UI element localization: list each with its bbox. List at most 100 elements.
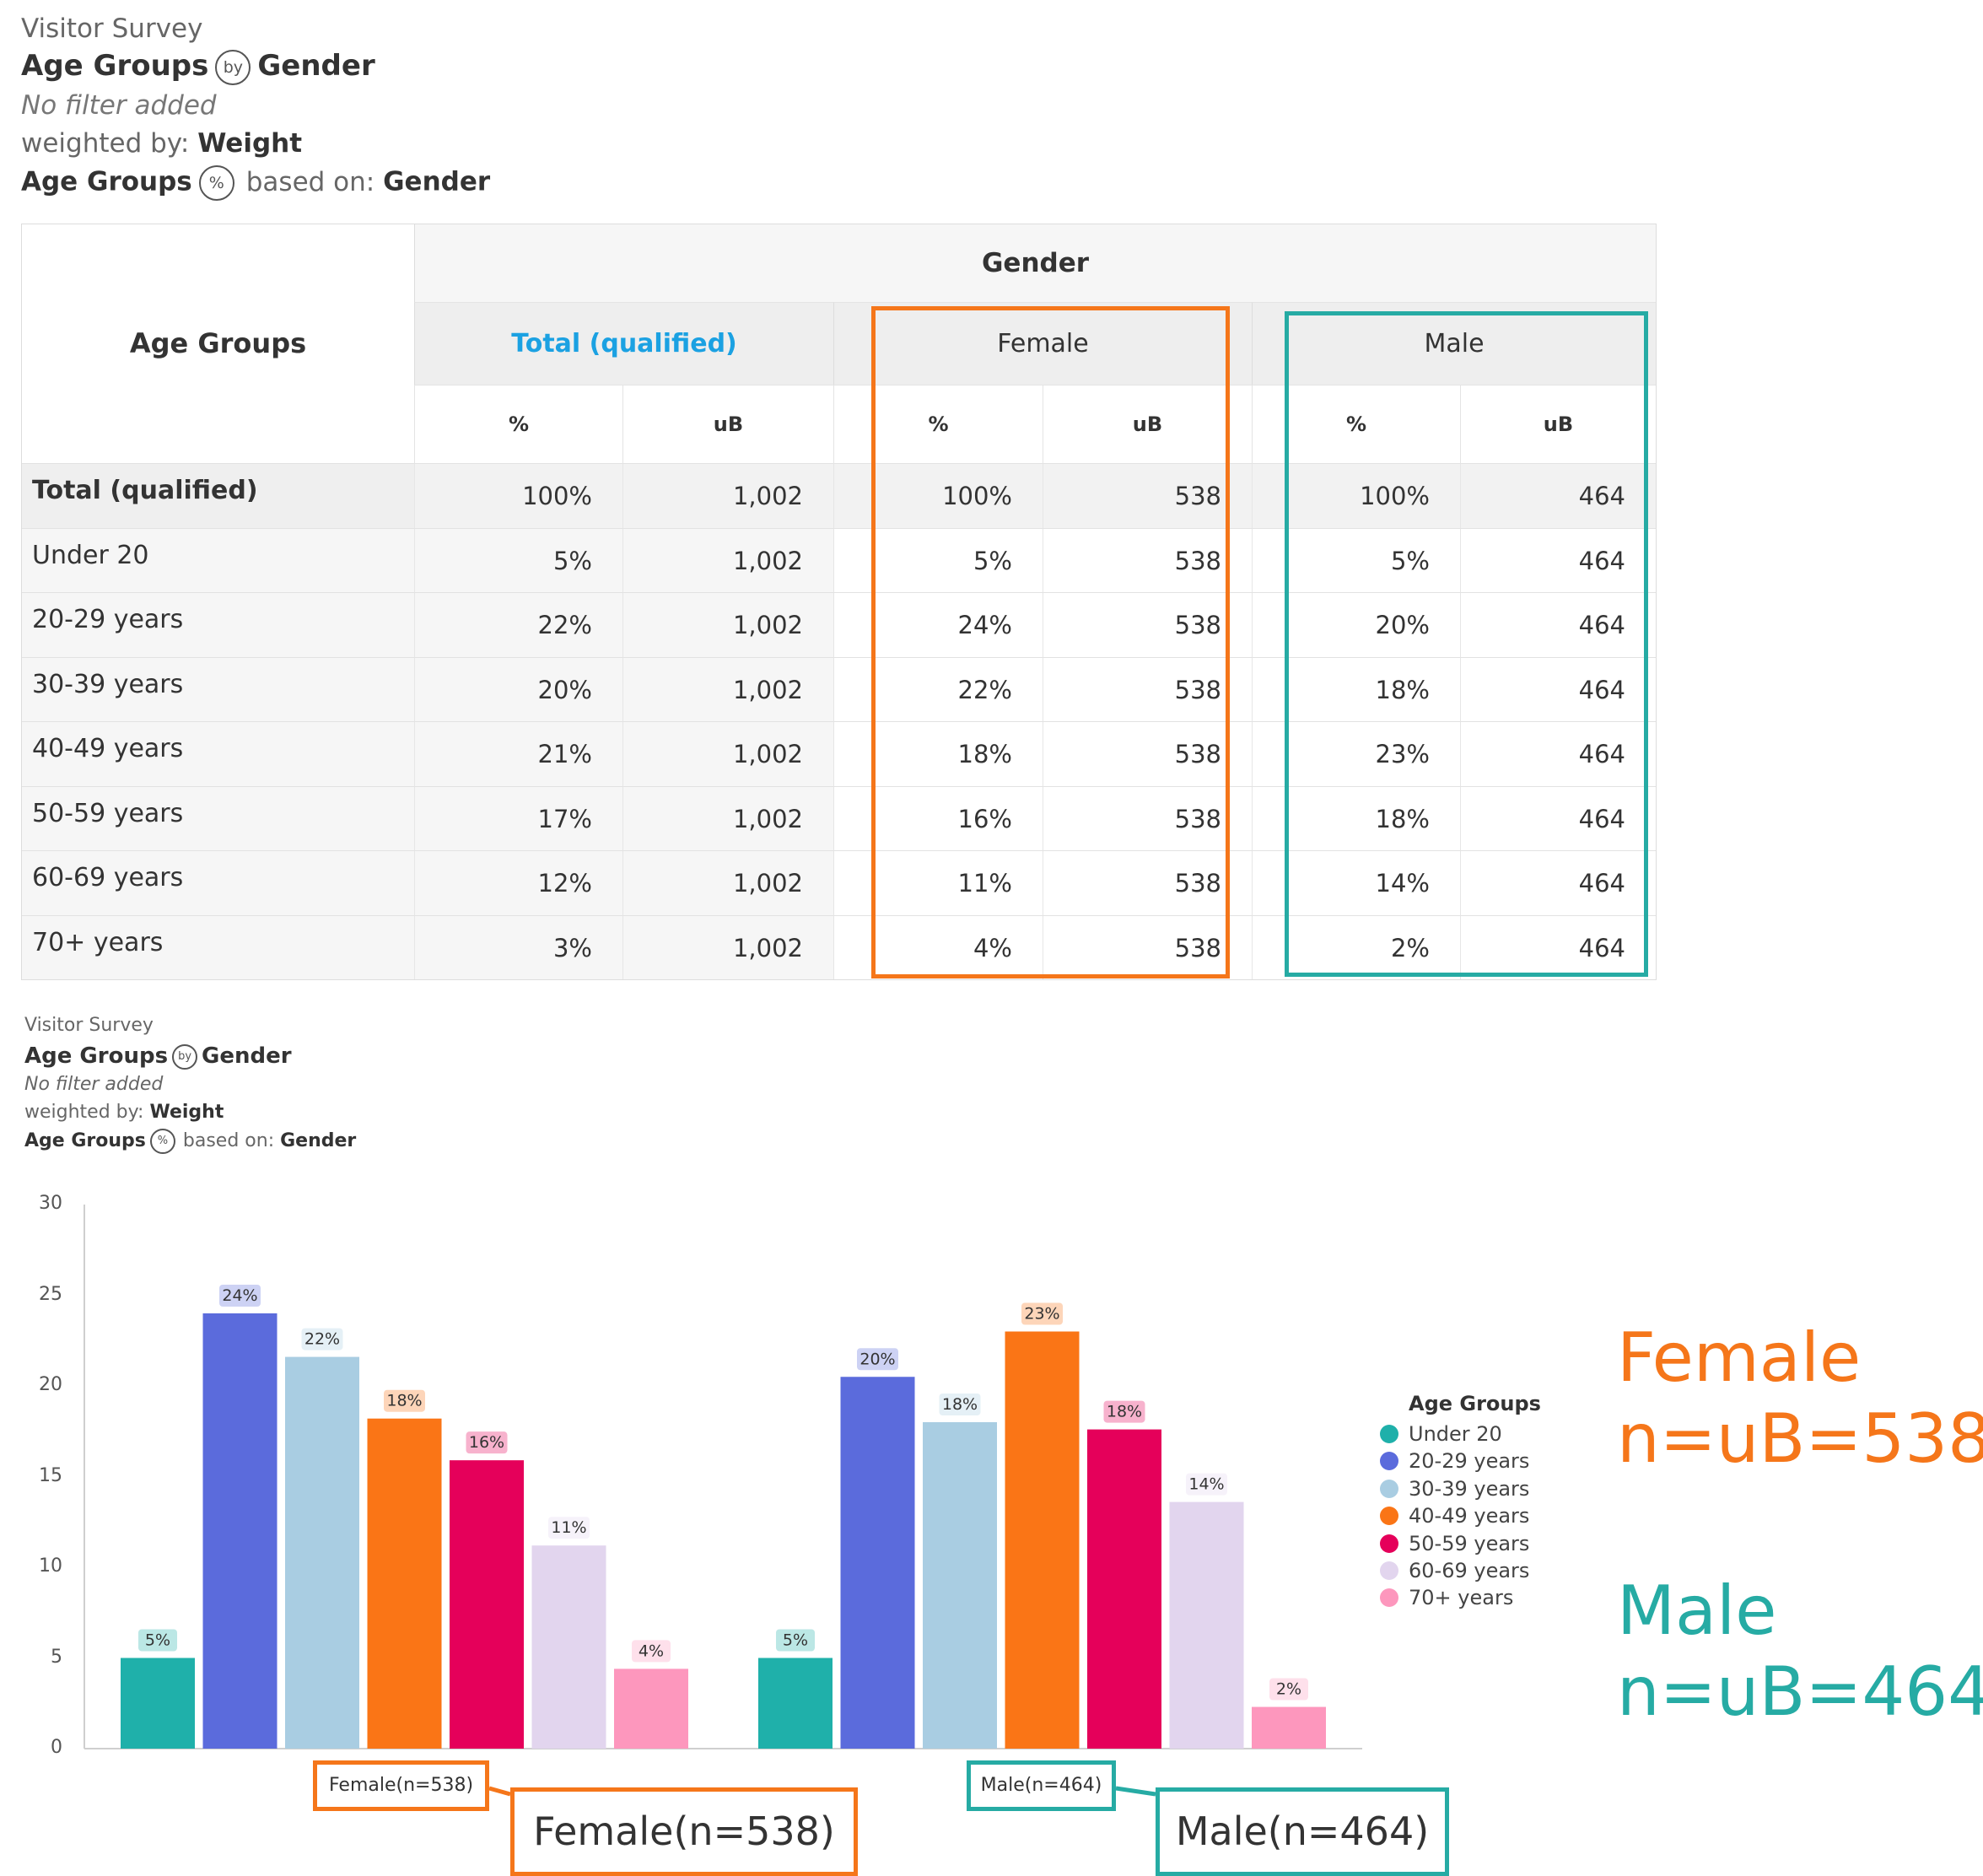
table-cell: 12% <box>414 850 622 915</box>
subheader-ub: uB <box>1043 385 1252 463</box>
bar-chart: 5% 5% 24% 20% 22% 18% 18% 23% 16% 18% 11% 14% 4% 2% <box>84 1205 1362 1749</box>
table-cell: 18% <box>1252 656 1460 721</box>
legend-item[interactable]: 30-39 years <box>1409 1476 1530 1501</box>
legend-item[interactable]: Under 20 <box>1409 1422 1502 1446</box>
table-row-label: 40-49 years <box>22 721 414 786</box>
bar-50-59-years-male[interactable] <box>1087 1429 1161 1749</box>
bar-70-years-male[interactable] <box>1252 1706 1326 1749</box>
table-cell: 464 <box>1460 463 1656 528</box>
data-label: 14% <box>1188 1475 1224 1494</box>
bar-60-69-years-male[interactable] <box>1169 1501 1244 1749</box>
table-cell: 464 <box>1460 721 1656 786</box>
table-cell: 464 <box>1460 656 1656 721</box>
y-tick-label: 5 <box>51 1646 62 1668</box>
column-header-total[interactable]: Total (qualified) <box>414 302 833 385</box>
data-label-background <box>857 1348 898 1371</box>
table-row-label: 20-29 years <box>22 592 414 657</box>
table-cell: 22% <box>833 656 1043 721</box>
table-cell: 464 <box>1460 527 1656 592</box>
table-cell: 14% <box>1252 850 1460 915</box>
table-cell: 18% <box>833 721 1043 786</box>
legend-item[interactable]: 40-49 years <box>1409 1504 1530 1528</box>
table-cell: 464 <box>1460 914 1656 979</box>
bar-40-49-years-male[interactable] <box>1005 1331 1080 1749</box>
table-row-label: 30-39 years <box>22 656 414 721</box>
table-cell: 2% <box>1252 914 1460 979</box>
female-category-label: Female(n=538) <box>313 1760 489 1811</box>
data-label: 16% <box>469 1433 504 1452</box>
bar-under-20-male[interactable] <box>758 1658 833 1749</box>
bar-70-years-female[interactable] <box>614 1668 688 1749</box>
table-row-label: Under 20 <box>22 527 414 592</box>
table-cell: 3% <box>414 914 622 979</box>
legend-item[interactable]: 70+ years <box>1409 1586 1514 1610</box>
row-variable: Age Groups <box>21 49 209 83</box>
subheader-percent: % <box>833 385 1043 463</box>
y-tick-label: 10 <box>39 1555 62 1577</box>
data-label: 18% <box>942 1395 978 1414</box>
data-label-background <box>384 1389 425 1412</box>
gender-group-header: Gender <box>414 224 1656 302</box>
table-cell: 21% <box>414 721 622 786</box>
data-label-background <box>632 1640 671 1663</box>
bar-30-39-years-female[interactable] <box>285 1356 359 1749</box>
y-tick-label: 15 <box>39 1464 62 1486</box>
column-header-male: Male <box>1252 302 1656 385</box>
table-cell: 1,002 <box>622 850 833 915</box>
bar-under-20-female[interactable] <box>121 1658 195 1749</box>
legend-item[interactable]: 60-69 years <box>1409 1559 1530 1582</box>
legend-swatch[interactable] <box>1380 1507 1398 1526</box>
by-icon: by <box>215 49 251 85</box>
female-sample-note: Female n=uB=538 <box>1617 1318 1983 1478</box>
legend-swatch[interactable] <box>1380 1479 1398 1498</box>
crosstab-title: Age Groups by Gender <box>21 49 375 85</box>
data-label: 11% <box>551 1518 586 1537</box>
table-cell: 100% <box>414 463 622 528</box>
table-row-label: 60-69 years <box>22 850 414 915</box>
legend-swatch[interactable] <box>1380 1452 1398 1471</box>
legend-swatch[interactable] <box>1380 1561 1398 1580</box>
table-cell: 22% <box>414 592 622 657</box>
table-cell: 100% <box>1252 463 1460 528</box>
table-cell: 538 <box>1043 914 1252 979</box>
table-cell: 20% <box>1252 592 1460 657</box>
bar-20-29-years-male[interactable] <box>840 1377 915 1749</box>
subheader-percent: % <box>1252 385 1460 463</box>
bar-20-29-years-female[interactable] <box>202 1313 278 1749</box>
male-callout-zoom: Male(n=464) <box>1156 1787 1449 1876</box>
bar-50-59-years-female[interactable] <box>450 1460 524 1749</box>
weighting-info: weighted by: Weight <box>21 128 303 159</box>
data-label: 18% <box>386 1392 422 1410</box>
male-sample-note: Male n=uB=464 <box>1617 1571 1983 1731</box>
legend-swatch[interactable] <box>1380 1534 1398 1553</box>
table-cell: 17% <box>414 785 622 850</box>
bar-40-49-years-female[interactable] <box>367 1418 442 1749</box>
crosstab-table: Gender Age Groups Total (qualified) Female M… <box>21 224 1657 980</box>
table-cell: 538 <box>1043 592 1252 657</box>
bar-60-69-years-female[interactable] <box>531 1545 606 1749</box>
legend-swatch[interactable] <box>1380 1588 1398 1608</box>
table-cell: 24% <box>833 592 1043 657</box>
table-cell: 1,002 <box>622 527 833 592</box>
legend-swatch[interactable] <box>1380 1425 1398 1443</box>
survey-title: Visitor Survey <box>21 13 203 44</box>
data-label: 20% <box>859 1350 895 1368</box>
female-callout-zoom: Female(n=538) <box>510 1787 858 1876</box>
subheader-ub: uB <box>622 385 833 463</box>
data-label-background <box>776 1629 815 1652</box>
table-cell: 464 <box>1460 850 1656 915</box>
table-cell: 1,002 <box>622 592 833 657</box>
legend-item[interactable]: 50-59 years <box>1409 1531 1530 1555</box>
table-cell: 464 <box>1460 592 1656 657</box>
data-label: 4% <box>639 1642 664 1660</box>
table-cell: 5% <box>1252 527 1460 592</box>
filter-status: No filter added <box>21 90 217 121</box>
table-cell: 1,002 <box>622 721 833 786</box>
legend-item[interactable]: 20-29 years <box>1409 1449 1530 1474</box>
chart-survey-title: Visitor Survey <box>24 1015 154 1036</box>
bar-30-39-years-male[interactable] <box>923 1422 997 1749</box>
table-cell: 538 <box>1043 850 1252 915</box>
column-header-female: Female <box>833 302 1252 385</box>
data-label-background <box>301 1328 343 1350</box>
y-tick-label: 25 <box>39 1283 62 1305</box>
